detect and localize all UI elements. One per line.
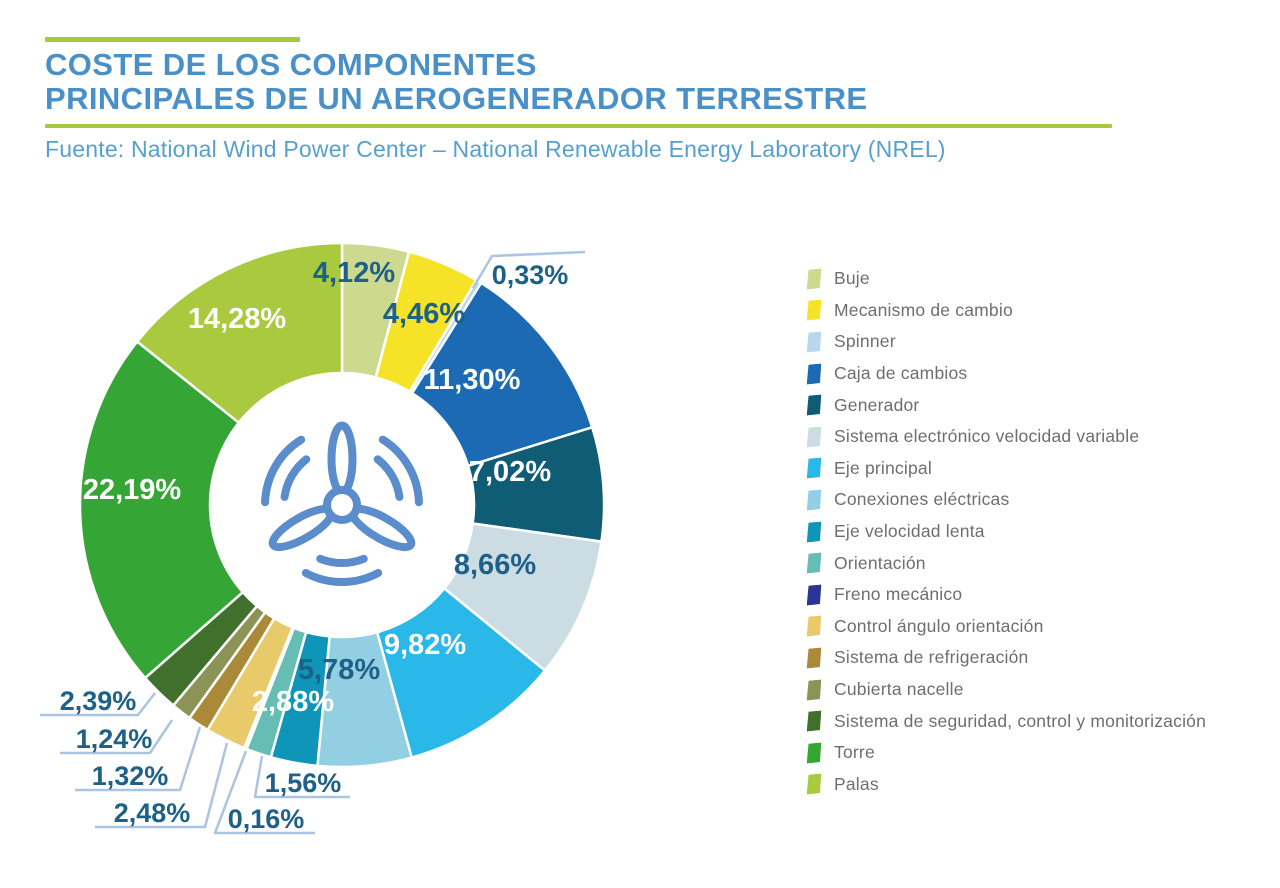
turbine-wind-arc: [280, 455, 311, 501]
legend-swatch-11: [805, 616, 822, 637]
legend-swatch-8: [805, 521, 822, 542]
legend-swatch-9: [805, 553, 822, 574]
legend-item-16: Palas: [806, 769, 1206, 801]
legend-item-2: Spinner: [806, 326, 1206, 358]
accent-line-bottom: [45, 124, 1112, 128]
slice-label-16: 14,28%: [188, 303, 287, 335]
legend-swatch-16: [805, 774, 822, 795]
slice-label-8: 2,88%: [252, 686, 334, 718]
legend-swatch-12: [805, 647, 822, 668]
legend-item-15: Torre: [806, 737, 1206, 769]
slice-label-15: 22,19%: [83, 474, 182, 506]
legend-item-11: Control ángulo orientación: [806, 611, 1206, 643]
slice-label-9: 1,56%: [265, 768, 342, 798]
legend-item-9: Orientación: [806, 547, 1206, 579]
legend-item-6: Eje principal: [806, 453, 1206, 485]
legend-item-0: Buje: [806, 263, 1206, 295]
legend-label-6: Eje principal: [834, 457, 932, 478]
turbine-wind-arc: [378, 435, 423, 507]
legend-item-13: Cubierta nacelle: [806, 674, 1206, 706]
slice-label-13: 1,24%: [76, 724, 153, 754]
legend-label-4: Generador: [834, 394, 920, 415]
legend-swatch-0: [805, 268, 822, 289]
legend-item-4: Generador: [806, 389, 1206, 421]
legend-swatch-1: [805, 300, 822, 321]
slice-label-7: 5,78%: [298, 654, 380, 686]
legend-item-5: Sistema electrónico velocidad variable: [806, 421, 1206, 453]
legend-item-7: Conexiones eléctricas: [806, 484, 1206, 516]
source-caption: Fuente: National Wind Power Center – Nat…: [45, 136, 946, 162]
legend-label-2: Spinner: [834, 331, 896, 352]
slice-label-11: 2,48%: [114, 798, 191, 828]
legend-item-8: Eje velocidad lenta: [806, 516, 1206, 548]
leader-line-11: [95, 742, 229, 829]
leader-line-13: [60, 719, 174, 755]
legend: Buje Mecanismo de cambio Spinner Caja de ca…: [806, 263, 1206, 800]
legend-label-9: Orientación: [834, 552, 926, 573]
slice-label-12: 1,32%: [92, 761, 169, 791]
legend-swatch-14: [805, 711, 822, 732]
legend-item-12: Sistema de refrigeración: [806, 642, 1206, 674]
legend-label-7: Conexiones eléctricas: [834, 489, 1010, 510]
turbine-blade: [327, 421, 357, 497]
legend-label-10: Freno mecánico: [834, 584, 963, 605]
legend-label-13: Cubierta nacelle: [834, 679, 964, 700]
legend-item-10: Freno mecánico: [806, 579, 1206, 611]
legend-label-0: Buje: [834, 268, 870, 289]
legend-item-14: Sistema de seguridad, control y monitori…: [806, 705, 1206, 737]
legend-swatch-3: [805, 363, 822, 384]
pie-slice-16: [135, 241, 344, 424]
slice-label-2: 0,33%: [492, 260, 569, 290]
legend-label-11: Control ángulo orientación: [834, 615, 1044, 636]
turbine-wind-arc: [301, 568, 383, 586]
slice-label-6: 9,82%: [384, 629, 466, 661]
slice-label-3: 11,30%: [424, 364, 521, 396]
legend-swatch-5: [805, 426, 822, 447]
legend-swatch-10: [805, 584, 822, 605]
legend-label-15: Torre: [834, 742, 875, 763]
legend-label-5: Sistema electrónico velocidad variable: [834, 426, 1140, 447]
legend-swatch-2: [805, 331, 822, 352]
legend-label-3: Caja de cambios: [834, 363, 968, 384]
slice-label-4: 7,02%: [469, 456, 551, 488]
slice-label-1: 4,46%: [383, 298, 465, 330]
legend-swatch-7: [805, 489, 822, 510]
slice-label-0: 4,12%: [313, 257, 395, 289]
legend-swatch-13: [805, 679, 822, 700]
slice-label-10: 0,16%: [228, 804, 305, 834]
page-title: COSTE DE LOS COMPONENTES PRINCIPALES DE …: [45, 48, 867, 116]
legend-label-14: Sistema de seguridad, control y monitori…: [834, 710, 1207, 731]
legend-label-16: Palas: [834, 773, 879, 794]
leader-line-12: [75, 726, 202, 792]
legend-label-12: Sistema de refrigeración: [834, 647, 1029, 668]
leader-line-2: [471, 250, 586, 289]
slice-label-5: 8,66%: [454, 549, 536, 581]
legend-label-8: Eje velocidad lenta: [834, 521, 985, 542]
legend-swatch-6: [805, 458, 822, 479]
title-line-1: COSTE DE LOS COMPONENTES: [45, 47, 537, 82]
legend-swatch-4: [805, 395, 822, 416]
legend-label-1: Mecanismo de cambio: [834, 299, 1013, 320]
wind-turbine-icon: [261, 421, 423, 586]
turbine-hub: [323, 486, 361, 524]
legend-item-3: Caja de cambios: [806, 358, 1206, 390]
pie-slice-15: [78, 340, 245, 680]
leader-line-10: [213, 750, 315, 835]
turbine-wind-arc: [316, 554, 368, 567]
slice-label-14: 2,39%: [60, 686, 137, 716]
turbine-wind-arc: [373, 455, 404, 501]
accent-line-top: [45, 37, 300, 42]
legend-swatch-15: [805, 742, 822, 763]
donut-chart: 4,12% 4,46% 0,33% 11,30% 7,02% 8,66% 9,82%5,78…: [40, 241, 606, 835]
turbine-wind-arc: [261, 435, 306, 507]
legend-item-1: Mecanismo de cambio: [806, 295, 1206, 327]
leader-line-9: [253, 755, 350, 799]
title-line-2: PRINCIPALES DE UN AEROGENERADOR TERRESTR…: [45, 81, 868, 116]
leader-line-14: [40, 692, 156, 717]
